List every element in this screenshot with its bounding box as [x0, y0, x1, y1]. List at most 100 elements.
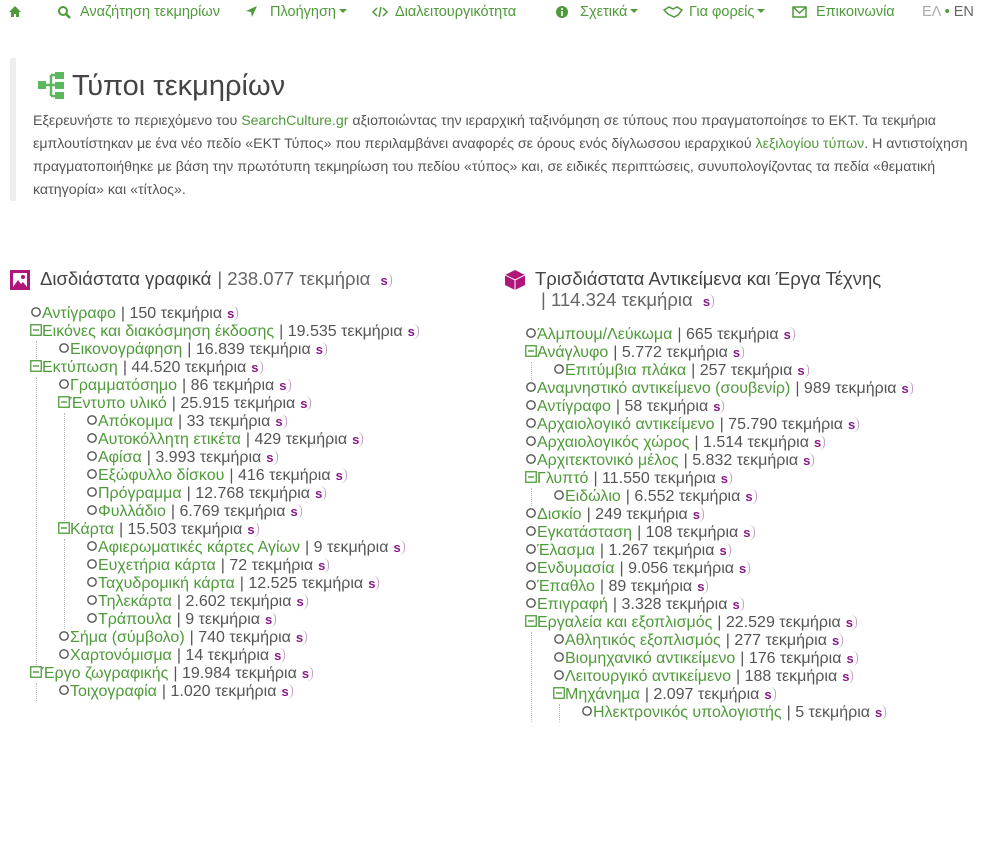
- sc-badge[interactable]: s: [335, 468, 347, 483]
- toggle-icon[interactable]: [30, 324, 42, 336]
- home-icon[interactable]: [8, 5, 22, 18]
- sc-badge[interactable]: s: [813, 435, 826, 450]
- sc-badge[interactable]: s: [848, 417, 860, 432]
- sc-badge[interactable]: s: [732, 597, 744, 612]
- toggle-icon[interactable]: [30, 360, 42, 372]
- type-link[interactable]: Εγκατάσταση: [537, 524, 633, 541]
- toggle-icon[interactable]: [30, 666, 42, 678]
- sc-badge[interactable]: s: [301, 666, 314, 681]
- type-link[interactable]: Εκτύπωση: [42, 359, 118, 376]
- type-link[interactable]: Εξώφυλλο δίσκου: [98, 467, 225, 484]
- type-link[interactable]: Ειδώλιο: [565, 488, 621, 505]
- type-link[interactable]: Βιομηχανικό αντικείμενο: [565, 650, 736, 667]
- sc-badge[interactable]: s: [901, 381, 913, 396]
- sc-badge[interactable]: s: [713, 399, 725, 414]
- intro-link[interactable]: λεξιλογίου τύπων: [755, 136, 865, 152]
- lang-el[interactable]: ΕΛ: [922, 4, 941, 20]
- type-link[interactable]: Τοιχογραφία: [70, 683, 157, 700]
- sc-badge[interactable]: s: [279, 378, 291, 393]
- sc-badge[interactable]: s: [295, 630, 308, 645]
- type-link[interactable]: Απόκομμα: [98, 413, 173, 430]
- sc-badge[interactable]: s: [845, 615, 857, 630]
- type-link[interactable]: Λειτουργικό αντικείμενο: [565, 668, 731, 685]
- sc-badge[interactable]: s: [764, 687, 776, 702]
- type-link[interactable]: Έντυπο υλικό: [70, 395, 167, 412]
- sc-badge[interactable]: s: [380, 273, 392, 288]
- sc-badge[interactable]: s: [247, 522, 259, 537]
- type-link[interactable]: Μηχάνημα: [565, 686, 640, 703]
- sc-badge[interactable]: s: [803, 453, 815, 468]
- toggle-icon[interactable]: [525, 615, 537, 627]
- nav-link[interactable]: Σχετικά: [580, 4, 638, 20]
- sc-badge[interactable]: s: [296, 594, 308, 609]
- type-link[interactable]: Αναμνηστικό αντικείμενο (σουβενίρ): [537, 380, 791, 397]
- sc-badge[interactable]: s: [875, 705, 887, 720]
- nav-link[interactable]: Διαλειτουργικότητα: [395, 4, 517, 20]
- sc-badge[interactable]: s: [783, 327, 795, 342]
- type-link[interactable]: Γραμματόσημο: [70, 377, 177, 394]
- sc-badge[interactable]: s: [352, 432, 364, 447]
- type-link[interactable]: Άλμπουμ/Λεύκωμα: [537, 326, 673, 343]
- sc-badge[interactable]: s: [368, 576, 380, 591]
- nav-link[interactable]: Επικοινωνία: [816, 4, 895, 20]
- sc-badge[interactable]: s: [702, 294, 715, 309]
- sc-badge[interactable]: s: [407, 324, 419, 339]
- lang-en[interactable]: EN: [953, 4, 974, 20]
- type-link[interactable]: Έλασμα: [537, 542, 595, 559]
- sc-badge[interactable]: s: [227, 306, 239, 321]
- type-link[interactable]: Ενδυμασία: [537, 560, 615, 577]
- type-link[interactable]: Αρχιτεκτονικό μέλος: [537, 452, 679, 469]
- type-link[interactable]: Αντίγραφο: [537, 398, 611, 415]
- sc-badge[interactable]: s: [720, 471, 732, 486]
- sc-badge[interactable]: s: [732, 345, 745, 360]
- sc-badge[interactable]: s: [697, 579, 709, 594]
- type-link[interactable]: Αθλητικός εξοπλισμός: [565, 632, 721, 649]
- sc-badge[interactable]: s: [275, 414, 287, 429]
- type-link[interactable]: Αρχαιολογικός χώρος: [537, 434, 690, 451]
- sc-badge[interactable]: s: [266, 450, 278, 465]
- toggle-icon[interactable]: [58, 522, 70, 534]
- type-link[interactable]: Ευχετήρια κάρτα: [98, 557, 216, 574]
- intro-link[interactable]: SearchCulture.gr: [241, 113, 349, 129]
- toggle-icon[interactable]: [553, 687, 565, 699]
- type-link[interactable]: Κάρτα: [70, 521, 114, 538]
- type-link[interactable]: Χαρτονόμισμα: [70, 647, 172, 664]
- type-link[interactable]: Φυλλάδιο: [98, 503, 166, 520]
- sc-badge[interactable]: s: [315, 486, 327, 501]
- sc-badge[interactable]: s: [251, 360, 263, 375]
- type-link[interactable]: Ηλεκτρονικός υπολογιστής: [593, 704, 782, 721]
- toggle-icon[interactable]: [525, 471, 537, 483]
- type-link[interactable]: Σήμα (σύμβολο): [70, 629, 185, 646]
- nav-link[interactable]: Αναζήτηση τεκμηρίων: [80, 4, 220, 20]
- toggle-icon[interactable]: [525, 345, 537, 357]
- type-link[interactable]: Εικονογράφηση: [70, 341, 183, 358]
- sc-badge[interactable]: s: [797, 363, 809, 378]
- toggle-icon[interactable]: [58, 396, 70, 408]
- sc-badge[interactable]: s: [290, 504, 302, 519]
- nav-link[interactable]: Πλοήγηση: [270, 4, 347, 20]
- sc-badge[interactable]: s: [743, 525, 755, 540]
- sc-badge[interactable]: s: [831, 633, 844, 648]
- type-link[interactable]: Πρόγραμμα: [98, 485, 182, 502]
- type-link[interactable]: Εικόνες και διακόσμηση έκδοσης: [42, 323, 275, 340]
- type-link[interactable]: Τράπουλα: [98, 611, 172, 628]
- sc-badge[interactable]: s: [719, 543, 731, 558]
- sc-badge[interactable]: s: [745, 489, 757, 504]
- type-link[interactable]: Τηλεκάρτα: [98, 593, 172, 610]
- type-link[interactable]: Ταχυδρομική κάρτα: [98, 575, 235, 592]
- type-link[interactable]: Αυτοκόλλητη ετικέτα: [98, 431, 241, 448]
- sc-badge[interactable]: s: [274, 648, 286, 663]
- type-link[interactable]: Ανάγλυφο: [537, 344, 609, 361]
- sc-badge[interactable]: s: [300, 396, 312, 411]
- type-link[interactable]: Έργο ζωγραφικής: [42, 665, 169, 682]
- type-link[interactable]: Έπαθλο: [537, 578, 595, 595]
- sc-badge[interactable]: s: [842, 669, 854, 684]
- type-link[interactable]: Εργαλεία και εξοπλισμός: [537, 614, 713, 631]
- sc-badge[interactable]: s: [692, 507, 705, 522]
- sc-badge[interactable]: s: [281, 684, 293, 699]
- nav-link[interactable]: Για φορείς: [689, 4, 765, 20]
- sc-badge[interactable]: s: [846, 651, 858, 666]
- type-link[interactable]: Αφιερωματικές κάρτες Αγίων: [98, 539, 301, 556]
- sc-badge[interactable]: s: [393, 540, 405, 555]
- sc-badge[interactable]: s: [318, 558, 330, 573]
